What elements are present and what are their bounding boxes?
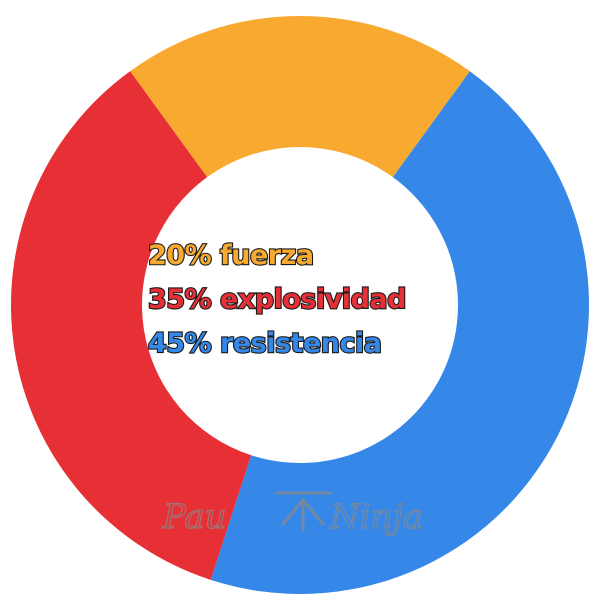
- slice-explosividad: [11, 71, 252, 580]
- slice-fuerza: [130, 15, 470, 178]
- legend-line-fuerza: 20% fuerza: [147, 239, 315, 272]
- legend-line-resistencia: 45% resistencia: [147, 327, 383, 360]
- legend-line-explosividad: 35% explosividad: [147, 283, 408, 316]
- slice-resistencia: [210, 71, 590, 595]
- center-legend: 20% fuerza 35% explosividad 45% resisten…: [147, 234, 408, 366]
